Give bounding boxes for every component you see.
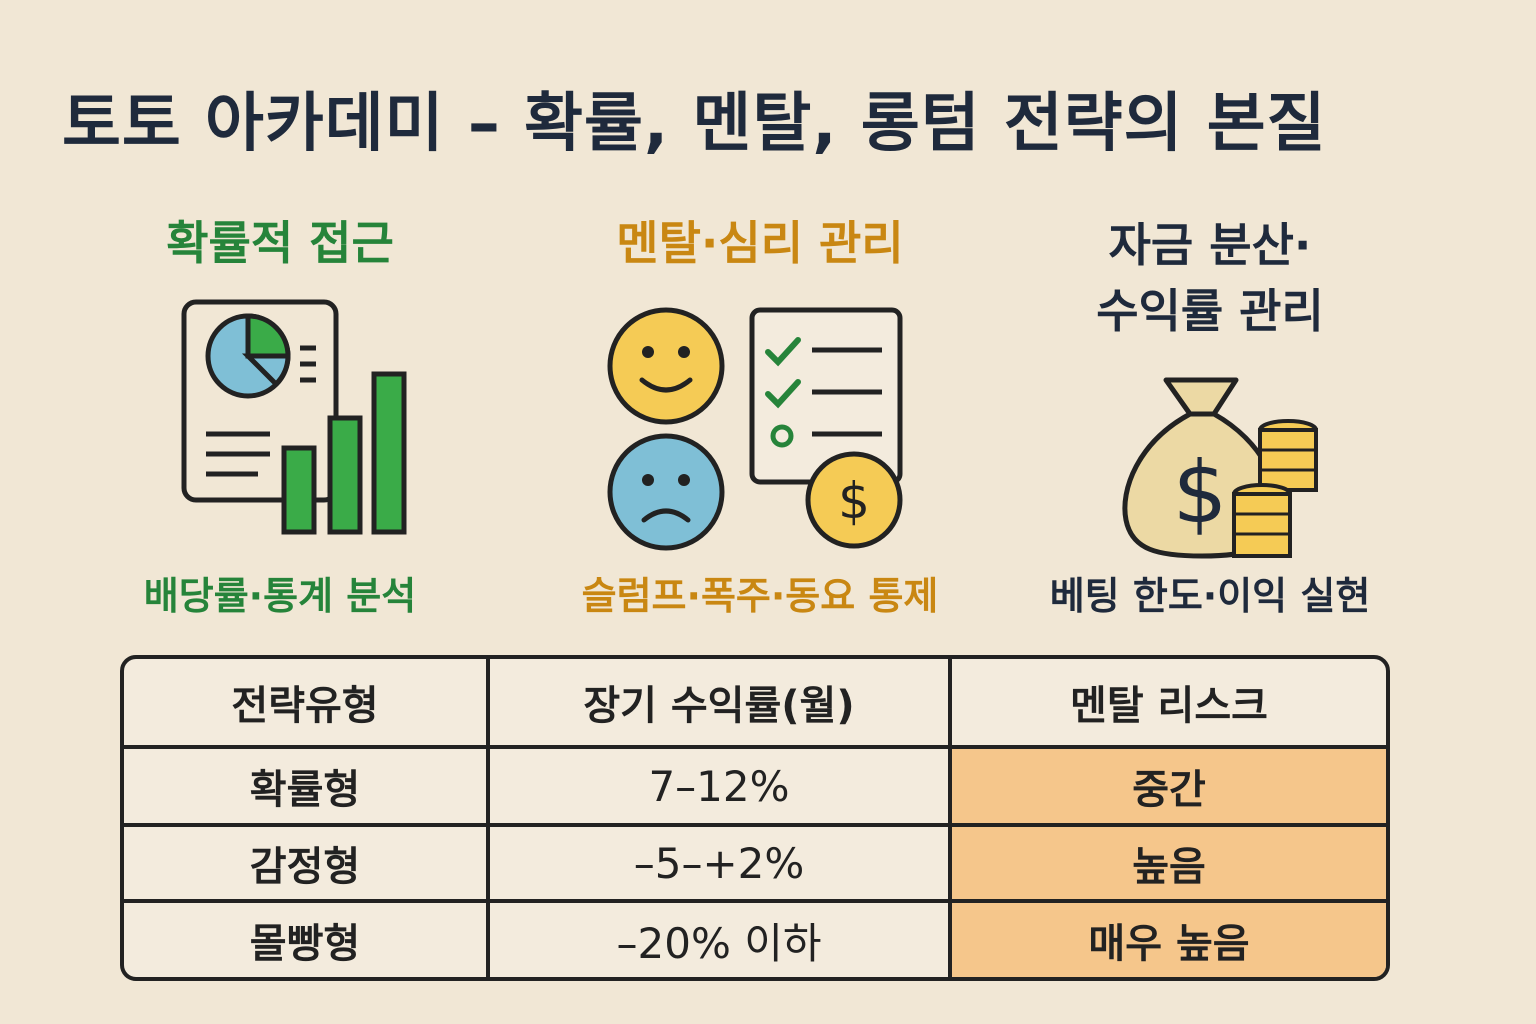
dollar-coin-icon: $ (805, 451, 903, 549)
section-heading: 멘탈·심리 관리 (616, 216, 904, 270)
table-cell-type: 확률형 (124, 749, 490, 827)
chart-report-icon (181, 299, 407, 535)
coin-stack-icon (1232, 419, 1318, 558)
strategy-table: 전략유형 장기 수익률(월) 멘탈 리스크 확률형 7–12% 중간 감정형 –… (120, 655, 1390, 981)
smile-face-icon (607, 307, 725, 425)
svg-text:$: $ (838, 472, 870, 530)
table-cell-risk: 높음 (952, 827, 1386, 903)
section-money: 자금 분산· 수익률 관리 베팅 한도·이익 실현 (1020, 212, 1400, 618)
page-title: 토토 아카데미 – 확률, 멘탈, 롱텀 전략의 본질 (62, 87, 1327, 161)
table-cell-type: 감정형 (124, 827, 490, 903)
table-cell-risk: 중간 (952, 749, 1386, 827)
section-caption: 베팅 한도·이익 실현 (1049, 574, 1371, 618)
section-mental: 멘탈·심리 관리 슬럼프·폭주·동요 통제 (540, 210, 980, 618)
section-heading-line2: 수익률 관리 (1096, 284, 1324, 338)
table-header: 멘탈 리스크 (952, 659, 1386, 749)
table-header: 전략유형 (124, 659, 490, 749)
money-bag-coins-icon: $ (1122, 377, 1318, 559)
table-cell-return: –5–+2% (490, 827, 952, 903)
table-cell-return: 7–12% (490, 749, 952, 827)
faces-checklist-coin-icon: $ (607, 307, 903, 551)
checklist-icon (749, 307, 903, 485)
table-cell-type: 몰빵형 (124, 903, 490, 977)
section-heading: 확률적 접근 (166, 216, 394, 270)
section-caption: 배당률·통계 분석 (143, 574, 417, 618)
table-cell-risk: 매우 높음 (952, 903, 1386, 977)
table-cell-return: –20% 이하 (490, 903, 952, 977)
section-heading-line1: 자금 분산· (1108, 218, 1312, 272)
svg-text:$: $ (1173, 443, 1228, 543)
section-probability: 확률적 접근 배당률·통계 분석 (90, 210, 470, 618)
section-caption: 슬럼프·폭주·동요 통제 (581, 574, 939, 618)
table-header: 장기 수익률(월) (490, 659, 952, 749)
sad-face-icon (607, 433, 725, 551)
